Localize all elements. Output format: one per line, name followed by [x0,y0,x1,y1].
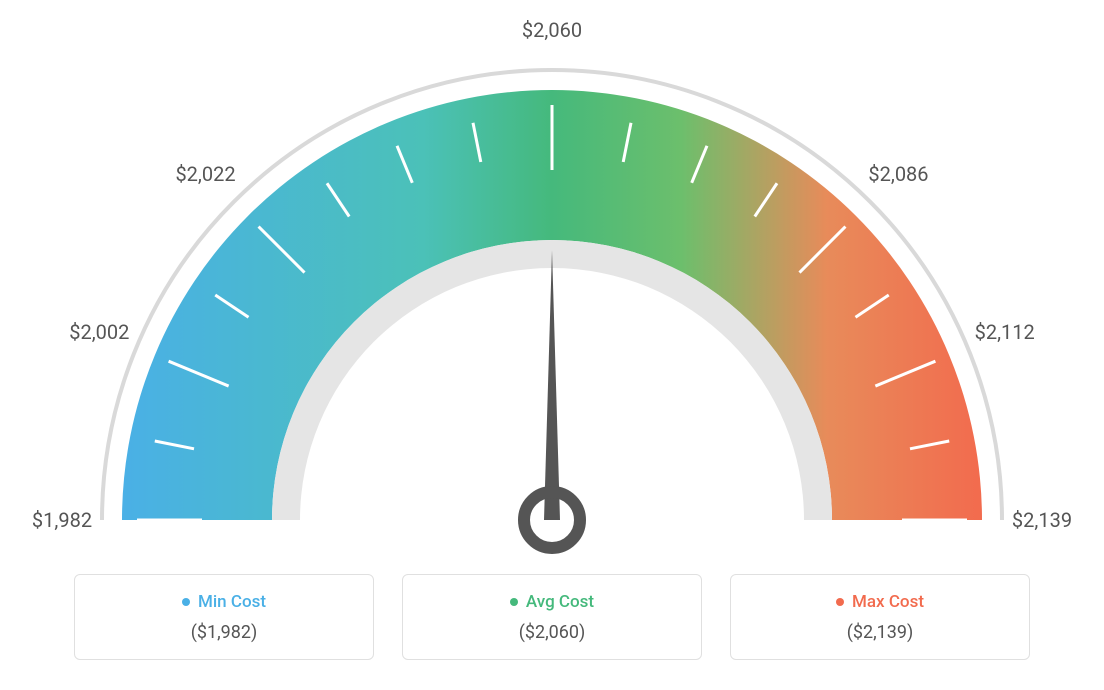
dot-icon [836,598,844,606]
gauge-tick-label: $2,112 [975,320,1035,344]
legend-max-title: Max Cost [836,592,924,612]
gauge-svg [0,0,1104,560]
legend-max: Max Cost ($2,139) [730,574,1030,660]
dot-icon [182,598,190,606]
gauge-chart: $1,982 $2,002 $2,022 $2,060 $2,086 $2,112 $2,1… [0,0,1104,550]
legend-min-value: ($1,982) [95,622,353,643]
gauge-tick-label: $1,982 [32,508,92,532]
gauge-tick-label: $2,139 [1012,508,1072,532]
legend-max-value: ($2,139) [751,622,1009,643]
gauge-tick-label: $2,086 [868,162,928,186]
legend-min-title: Min Cost [182,592,266,612]
legend-avg-label: Avg Cost [526,592,594,612]
legend-row: Min Cost ($1,982) Avg Cost ($2,060) Max … [0,574,1104,660]
gauge-tick-label: $2,002 [69,320,129,344]
legend-avg: Avg Cost ($2,060) [402,574,702,660]
gauge-tick-label: $2,022 [175,162,235,186]
dot-icon [510,598,518,606]
legend-avg-value: ($2,060) [423,622,681,643]
legend-min: Min Cost ($1,982) [74,574,374,660]
legend-max-label: Max Cost [852,592,924,612]
legend-min-label: Min Cost [198,592,266,612]
gauge-tick-label: $2,060 [522,18,582,42]
legend-avg-title: Avg Cost [510,592,594,612]
